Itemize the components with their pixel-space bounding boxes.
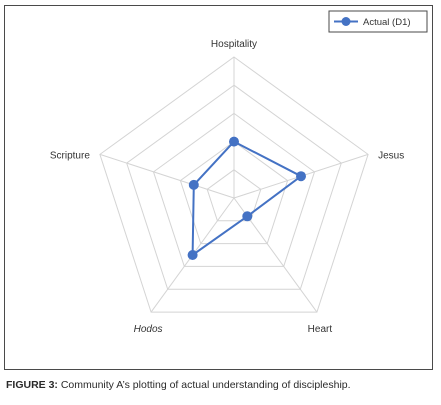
chart-frame: Hospitality Jesus Heart Hodos Scripture Actu… xyxy=(4,5,433,370)
grid-ring xyxy=(206,169,262,222)
category-label: Hospitality xyxy=(211,39,257,50)
category-label: Scripture xyxy=(50,150,90,161)
figure-caption: FIGURE 3: Community A’s plotting of actu… xyxy=(6,379,438,391)
data-point xyxy=(187,250,198,260)
radar-grid xyxy=(99,56,369,313)
radar-series xyxy=(187,136,306,260)
legend-box xyxy=(328,10,428,33)
legend-marker-swatch xyxy=(341,17,351,26)
radar-chart: Hospitality Jesus Heart Hodos Scripture Actu… xyxy=(50,10,428,335)
grid-ring xyxy=(152,112,316,267)
category-label: Hodos xyxy=(134,324,163,335)
data-point xyxy=(188,179,199,190)
category-labels: Hospitality Jesus Heart Hodos Scripture xyxy=(50,39,404,335)
grid-ring xyxy=(99,56,369,313)
caption-text: Community A’s plotting of actual underst… xyxy=(57,379,351,391)
category-label: Jesus xyxy=(378,150,404,161)
category-label: Heart xyxy=(308,324,333,335)
data-point xyxy=(296,171,306,182)
legend-label: Actual (D1) xyxy=(363,17,411,28)
spoke-line xyxy=(99,153,235,199)
series-line xyxy=(191,140,302,256)
legend: Actual (D1) xyxy=(328,10,428,33)
radar-spokes xyxy=(99,57,369,313)
data-point xyxy=(242,211,253,222)
grid-ring xyxy=(126,84,342,290)
data-point xyxy=(229,136,239,147)
caption-label: FIGURE 3: xyxy=(6,379,58,391)
grid-ring xyxy=(179,140,289,245)
